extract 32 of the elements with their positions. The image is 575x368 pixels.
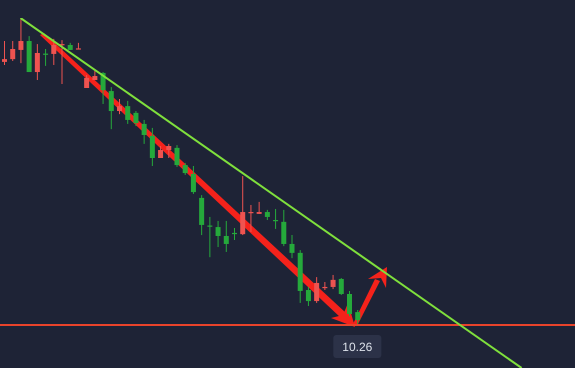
candlestick bbox=[117, 98, 122, 115]
candlestick bbox=[60, 40, 64, 85]
candlestick bbox=[290, 234, 294, 259]
candlestick bbox=[84, 74, 90, 88]
candlestick bbox=[264, 209, 270, 221]
candlestick bbox=[338, 278, 344, 296]
candlestick bbox=[306, 286, 311, 306]
candlestick bbox=[256, 201, 262, 214]
candlestick bbox=[133, 110, 138, 127]
candlestick bbox=[314, 276, 320, 304]
candlestick bbox=[182, 162, 188, 176]
candlestick bbox=[125, 100, 130, 124]
candlestick bbox=[34, 44, 40, 81]
candlestick bbox=[108, 86, 114, 130]
candlestick bbox=[43, 48, 48, 66]
candlestick bbox=[216, 220, 221, 248]
candlestick bbox=[330, 274, 336, 290]
candlestick bbox=[190, 165, 196, 194]
candlestick bbox=[2, 40, 7, 66]
candlestick bbox=[18, 18, 24, 64]
candlestick bbox=[142, 119, 147, 144]
candlestick bbox=[51, 38, 56, 66]
candlestick bbox=[224, 220, 229, 252]
candlestick bbox=[347, 290, 352, 317]
candlestick bbox=[150, 127, 155, 166]
candlestick bbox=[10, 40, 16, 62]
candlestick bbox=[281, 209, 286, 247]
candlestick bbox=[355, 309, 360, 326]
candlestick bbox=[240, 176, 246, 236]
candlestick bbox=[174, 144, 180, 168]
text: 10.26 bbox=[342, 340, 373, 354]
candlestick bbox=[166, 143, 172, 158]
